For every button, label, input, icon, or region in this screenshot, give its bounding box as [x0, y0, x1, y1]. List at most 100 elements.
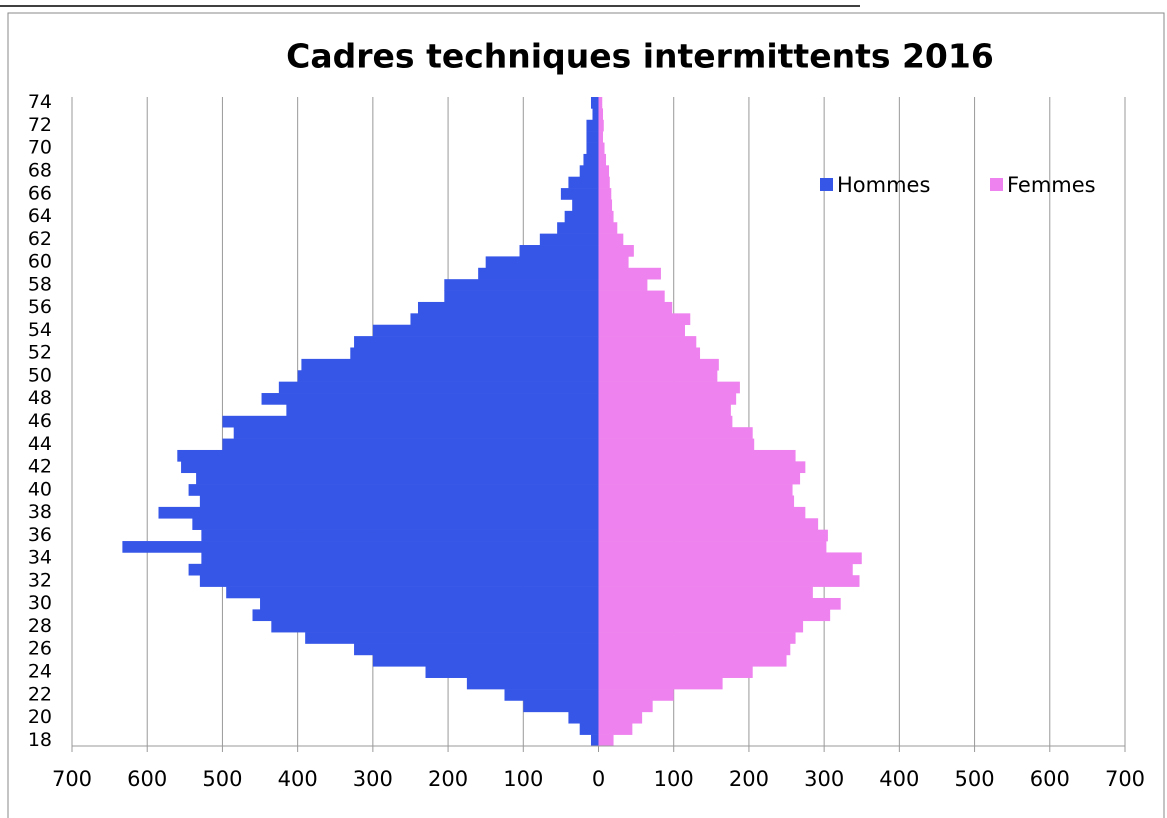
bar: [598, 529, 828, 542]
bar: [592, 108, 599, 121]
x-tick-label: 200: [428, 767, 468, 791]
bar: [598, 245, 634, 257]
bar: [568, 711, 599, 724]
y-tick-label: 42: [28, 456, 52, 478]
bar: [425, 666, 599, 678]
bar: [305, 632, 599, 644]
bar: [354, 336, 599, 348]
y-tick-label: 20: [28, 706, 52, 728]
x-tick-label: 300: [353, 767, 393, 791]
bar: [598, 176, 610, 189]
bar: [598, 290, 665, 303]
bar: [122, 541, 599, 553]
bar: [598, 632, 796, 644]
y-tick-label: 62: [28, 228, 52, 250]
bar: [222, 438, 599, 451]
bar: [598, 563, 853, 576]
bar: [598, 415, 733, 428]
bar: [598, 654, 787, 667]
bar: [278, 381, 599, 394]
bar: [598, 393, 737, 405]
bar: [590, 734, 599, 747]
bar: [590, 97, 599, 109]
bar: [598, 449, 796, 462]
y-tick-label: 26: [28, 638, 52, 660]
bar: [226, 586, 599, 599]
bar: [485, 256, 599, 269]
y-tick-label: 22: [28, 683, 52, 705]
bar: [598, 484, 793, 496]
bar: [598, 108, 604, 121]
bar: [598, 575, 860, 587]
y-tick-label: 46: [28, 410, 52, 432]
bar: [598, 358, 719, 371]
bar: [271, 620, 599, 633]
y-tick-label: 54: [28, 319, 52, 341]
y-tick-label: 70: [28, 137, 52, 159]
bar: [557, 222, 599, 234]
bar: [598, 586, 813, 599]
bar: [586, 119, 599, 132]
y-tick-label: 32: [28, 569, 52, 591]
x-tick-label: 600: [1030, 767, 1070, 791]
y-tick-label: 24: [28, 660, 52, 682]
bar: [222, 415, 599, 428]
y-tick-label: 66: [28, 182, 52, 204]
bar: [598, 666, 753, 678]
bar: [598, 222, 618, 234]
bar: [598, 210, 614, 223]
bar: [598, 711, 643, 724]
bar: [417, 301, 599, 314]
bar: [598, 267, 661, 280]
bar: [199, 495, 599, 508]
bar: [598, 689, 674, 701]
bar: [598, 620, 804, 633]
bar: [598, 700, 653, 713]
bar: [598, 427, 753, 439]
legend-label: Hommes: [837, 173, 930, 197]
y-tick-label: 48: [28, 387, 52, 409]
x-tick-label: 700: [52, 767, 92, 791]
y-tick-label: 74: [28, 91, 52, 113]
x-tick-label: 500: [955, 767, 995, 791]
bar: [598, 119, 604, 132]
bar: [586, 142, 599, 155]
bar: [568, 176, 599, 189]
bar: [192, 518, 599, 530]
bar: [196, 472, 599, 485]
bar: [199, 575, 599, 587]
bar: [564, 210, 599, 223]
bar: [598, 404, 731, 417]
bar: [466, 677, 599, 690]
bar: [598, 256, 629, 269]
y-tick-label: 34: [28, 547, 52, 569]
bar: [598, 301, 673, 314]
bar: [598, 461, 806, 474]
bar: [598, 495, 795, 508]
x-tick-label: 400: [879, 767, 919, 791]
bar: [181, 461, 599, 474]
y-tick-label: 72: [28, 114, 52, 136]
bar: [598, 506, 806, 519]
x-tick-label: 200: [729, 767, 769, 791]
legend-swatch: [990, 178, 1003, 191]
bar: [201, 552, 599, 565]
bar: [233, 427, 599, 439]
bar: [586, 131, 599, 143]
bar: [598, 552, 862, 565]
bar: [598, 518, 819, 530]
legend-swatch: [820, 178, 833, 191]
bar: [598, 734, 614, 747]
bar: [354, 643, 599, 656]
bar: [560, 188, 599, 200]
y-tick-label: 38: [28, 501, 52, 523]
bar: [444, 290, 599, 303]
bar: [598, 97, 603, 109]
bar: [301, 358, 599, 371]
bar: [598, 541, 827, 553]
bar: [201, 529, 599, 542]
bar: [372, 654, 599, 667]
x-tick-label: 500: [202, 767, 242, 791]
y-tick-label: 30: [28, 592, 52, 614]
bar: [598, 199, 613, 212]
